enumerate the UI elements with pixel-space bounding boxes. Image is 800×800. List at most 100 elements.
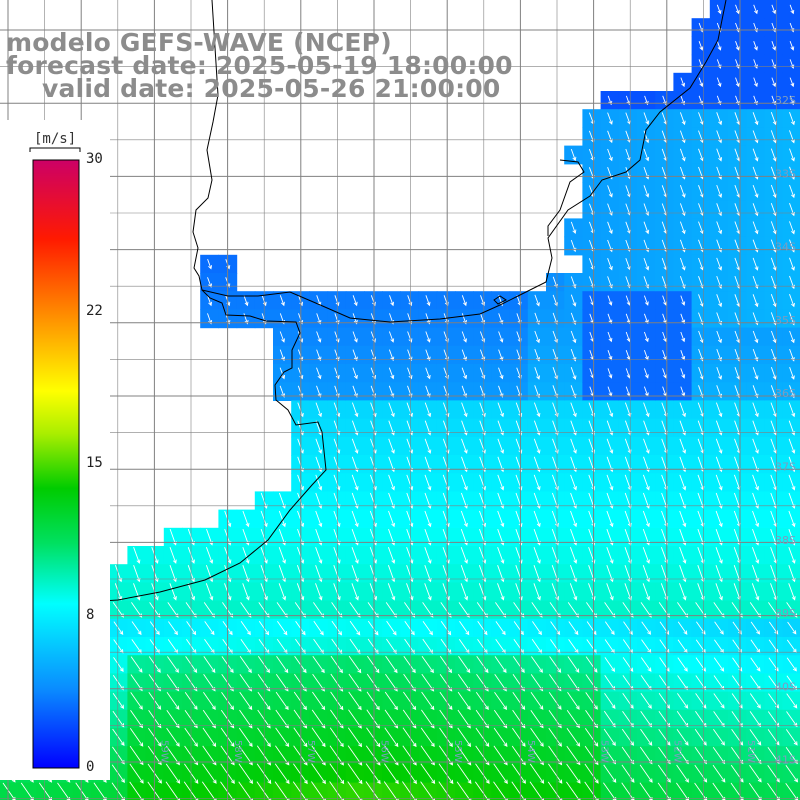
longitude-label: 57W bbox=[305, 740, 316, 763]
wind-arrow bbox=[533, 438, 541, 454]
wind-arrow bbox=[789, 257, 795, 271]
wind-arrow bbox=[388, 438, 395, 454]
wind-arrow bbox=[788, 510, 796, 528]
wind-arrow bbox=[366, 691, 380, 711]
wind-arrow bbox=[786, 693, 798, 709]
colorbar-tick-22: 22 bbox=[86, 303, 103, 319]
wind-arrow bbox=[242, 583, 250, 601]
wind-arrow bbox=[770, 130, 777, 144]
wind-arrow bbox=[680, 295, 686, 306]
wind-arrow bbox=[316, 367, 322, 380]
wind-arrow bbox=[770, 367, 777, 380]
latitude-label: 39S bbox=[775, 607, 796, 620]
wind-speed-cell bbox=[782, 509, 800, 529]
wind-speed-cell bbox=[782, 327, 800, 347]
wind-arrow bbox=[329, 727, 344, 748]
longitude-label: 59W bbox=[159, 740, 170, 763]
wind-arrow bbox=[439, 656, 453, 674]
wind-arrow bbox=[679, 221, 686, 235]
wind-arrow bbox=[679, 583, 687, 601]
wind-arrow bbox=[676, 728, 689, 746]
wind-speed-cell bbox=[782, 182, 800, 201]
wind-arrow bbox=[461, 367, 468, 380]
wind-arrow bbox=[680, 368, 686, 379]
wind-arrow bbox=[715, 510, 723, 528]
wind-arrow bbox=[167, 656, 179, 673]
wind-speed-cell bbox=[728, 782, 747, 800]
wind-arrow bbox=[403, 691, 417, 711]
wind-arrow bbox=[403, 655, 416, 674]
wind-speed-cell bbox=[782, 309, 800, 329]
latitude-label: 35S bbox=[775, 314, 796, 327]
wind-arrow bbox=[639, 764, 653, 783]
wind-speed-cell bbox=[436, 782, 456, 800]
wind-arrow bbox=[165, 763, 181, 784]
wind-arrow bbox=[788, 438, 796, 454]
wind-arrow bbox=[533, 547, 541, 564]
wind-speed-cell bbox=[782, 418, 800, 438]
wind-arrow bbox=[567, 692, 580, 710]
wind-arrow bbox=[384, 763, 399, 785]
wind-arrow bbox=[131, 639, 142, 654]
wind-arrow bbox=[497, 510, 505, 528]
latitude-label: 38S bbox=[775, 534, 796, 547]
wind-arrow bbox=[679, 185, 686, 198]
wind-arrow bbox=[604, 657, 616, 672]
wind-arrow bbox=[276, 655, 289, 674]
wind-arrow bbox=[365, 763, 381, 785]
wind-arrow bbox=[406, 402, 413, 418]
wind-arrow bbox=[169, 547, 177, 564]
wind-speed-cell bbox=[782, 0, 800, 19]
wind-arrow bbox=[498, 331, 504, 343]
wind-arrow bbox=[788, 583, 796, 601]
wind-speed-cell bbox=[782, 200, 800, 219]
wind-arrow bbox=[752, 112, 759, 126]
wind-arrow bbox=[606, 583, 614, 601]
wind-arrow bbox=[239, 656, 252, 674]
wind-speed-cell bbox=[746, 782, 765, 800]
wind-arrow bbox=[604, 692, 616, 709]
wind-arrow bbox=[547, 781, 563, 800]
wind-arrow bbox=[643, 295, 649, 306]
wind-arrow bbox=[770, 112, 777, 126]
latitude-label: 37S bbox=[775, 461, 796, 474]
wind-arrow bbox=[789, 330, 795, 344]
wind-arrow bbox=[530, 692, 544, 710]
wind-arrow bbox=[770, 257, 777, 271]
wind-arrow bbox=[386, 620, 397, 636]
wind-arrow bbox=[239, 691, 253, 711]
wind-arrow bbox=[258, 621, 270, 636]
wind-speed-cell bbox=[782, 236, 800, 256]
wind-arrow bbox=[461, 385, 468, 398]
wind-arrow bbox=[257, 727, 271, 748]
wind-speed-cell bbox=[782, 91, 800, 110]
wind-arrow bbox=[112, 728, 125, 746]
wind-arrow bbox=[549, 656, 562, 673]
wind-speed-cell bbox=[72, 782, 92, 800]
wind-arrow bbox=[460, 474, 468, 491]
wind-speed-cell bbox=[637, 782, 656, 800]
wind-arrow bbox=[460, 547, 468, 564]
wind-arrow bbox=[351, 438, 359, 454]
wind-arrow bbox=[497, 438, 505, 454]
wind-arrow bbox=[384, 691, 398, 711]
wind-arrow bbox=[716, 77, 722, 88]
wind-arrow bbox=[788, 402, 796, 418]
wind-arrow bbox=[530, 727, 544, 747]
wind-arrow bbox=[787, 621, 797, 635]
wind-arrow bbox=[716, 4, 722, 15]
wind-arrow bbox=[133, 547, 141, 564]
wind-arrow bbox=[730, 764, 744, 783]
wind-arrow bbox=[621, 764, 635, 783]
wind-speed-cell bbox=[782, 546, 800, 565]
wind-arrow bbox=[257, 691, 271, 711]
wind-arrow bbox=[643, 185, 650, 198]
wind-speed-cell bbox=[200, 782, 219, 800]
wind-speed-cell bbox=[127, 782, 147, 800]
wind-arrow bbox=[750, 621, 761, 635]
wind-arrow bbox=[529, 763, 545, 784]
wind-arrow bbox=[243, 295, 249, 307]
wind-arrow bbox=[277, 620, 288, 636]
wind-arrow bbox=[534, 367, 541, 380]
